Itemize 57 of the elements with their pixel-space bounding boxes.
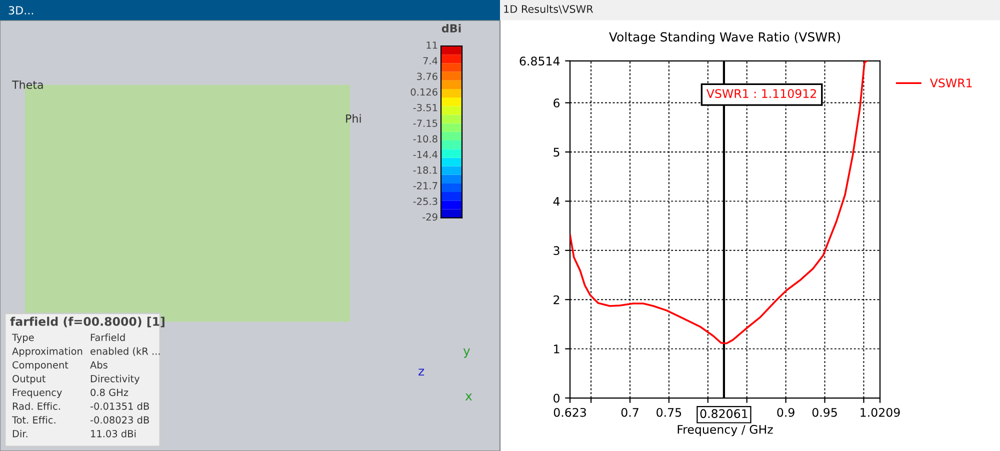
text: x <box>465 393 472 400</box>
text: 3D... <box>8 6 34 14</box>
text: enabled (kR ... <box>90 347 160 356</box>
text: -21.7 <box>413 182 438 190</box>
y-tick-label: 2 <box>554 295 560 304</box>
y-tick-label: 0 <box>554 394 560 403</box>
legend-label: VSWR1 <box>930 78 972 88</box>
y-tick-label: 1 <box>554 344 560 354</box>
x-tick-label: 1.0209 <box>860 408 900 417</box>
text: Farfield <box>90 334 125 342</box>
text: Frequency <box>12 388 62 398</box>
y-tick-label: 4 <box>553 197 560 206</box>
text: -3.51 <box>413 104 438 112</box>
text: 1D Results\VSWR <box>504 4 594 14</box>
x-tick-label: 0.95 <box>812 408 837 417</box>
y-tick-label: 6.8514 <box>520 56 560 66</box>
text: -7.15 <box>413 120 438 127</box>
text: Abs <box>90 361 108 369</box>
chart-title: Voltage Standing Wave Ratio (VSWR) <box>609 32 840 44</box>
text: Dir. <box>12 430 28 438</box>
text: Component <box>12 361 68 370</box>
text: -25.3 <box>413 198 438 206</box>
text: 0.8 GHz <box>90 388 128 396</box>
x-tick-label: 0.9 <box>777 408 794 417</box>
text: farfield (f=00.8000) [1] <box>10 316 164 328</box>
text: Approximation <box>12 347 82 357</box>
text: -18.1 <box>413 166 438 174</box>
text: -0.08023 dB <box>90 416 149 424</box>
text: y <box>463 348 470 358</box>
text: Rad. Effic. <box>12 402 60 410</box>
text: -14.4 <box>413 150 438 158</box>
text: 11.03 dBi <box>91 430 136 438</box>
x-tick-label: 0.7 <box>621 408 638 417</box>
x-tick-label: 0.75 <box>656 408 682 417</box>
text: Directivity <box>90 374 140 384</box>
text: Theta <box>12 80 43 89</box>
x-tick-label: 0.623 <box>554 408 586 417</box>
annotation: VSWR1 : 1.110912 <box>706 89 816 98</box>
text: -0.01351 dB <box>90 402 149 410</box>
text: 0.126 <box>410 88 438 96</box>
x-axis-title: Frequency / GHz <box>678 424 773 436</box>
text: Type <box>12 334 34 343</box>
text: Output <box>12 374 46 384</box>
color-bar-title: dBi <box>442 24 461 33</box>
text: -29 <box>422 213 438 221</box>
text: 11 <box>426 42 438 49</box>
text: -10.8 <box>413 135 438 143</box>
text: z <box>418 368 424 376</box>
text: Phi <box>346 114 361 123</box>
y-tick-label: 5 <box>554 148 560 157</box>
text: 3.76 <box>417 72 438 80</box>
text: Tot. Effic. <box>12 416 56 424</box>
y-tick-label: 3 <box>554 246 560 256</box>
line-series <box>570 60 868 344</box>
y-tick-label: 6 <box>554 98 560 108</box>
text: 7.4 <box>423 57 438 64</box>
ref-line-label: 0.82061 <box>700 409 748 418</box>
